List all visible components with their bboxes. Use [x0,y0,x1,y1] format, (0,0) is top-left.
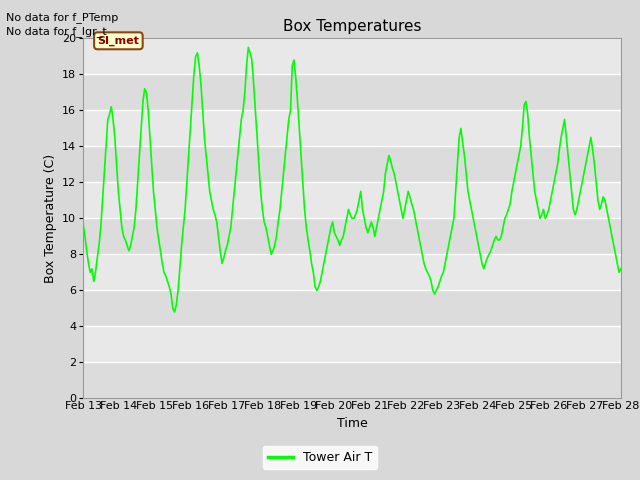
Y-axis label: Box Temperature (C): Box Temperature (C) [44,154,56,283]
Bar [83,326,621,362]
Bar [83,254,621,290]
X-axis label: Time: Time [337,417,367,430]
Bar [83,38,621,74]
Bar [83,146,621,182]
Text: SI_met: SI_met [97,36,140,46]
Bar [83,290,621,326]
Legend: Tower Air T: Tower Air T [263,446,377,469]
Text: No data for f_PTemp: No data for f_PTemp [6,12,118,23]
Bar [83,182,621,218]
Bar [83,362,621,398]
Bar [83,218,621,254]
Text: No data for f_lgr_t: No data for f_lgr_t [6,26,107,37]
Bar [83,74,621,110]
Title: Box Temperatures: Box Temperatures [283,20,421,35]
Bar [83,110,621,146]
